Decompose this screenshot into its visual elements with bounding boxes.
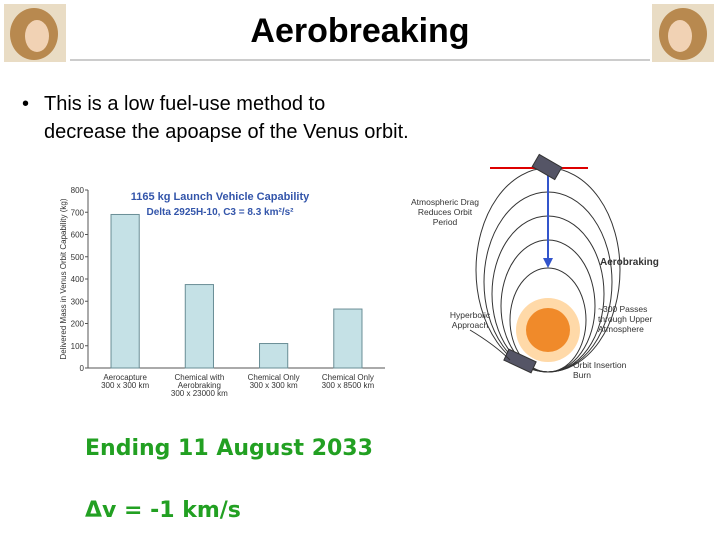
y-tick-label: 400	[71, 275, 85, 284]
diagram-label: Atmosphere	[598, 324, 644, 334]
bar	[259, 343, 289, 369]
y-tick-label: 600	[71, 231, 85, 240]
y-tick-label: 100	[71, 342, 85, 351]
x-tick-label: Chemical with	[174, 373, 224, 382]
diagram-label: Aerobraking	[600, 257, 659, 268]
bar	[333, 308, 363, 369]
x-tick-label: Aerobraking	[178, 381, 221, 390]
diagram-label: ~300 Passes	[598, 304, 647, 314]
x-tick-label: 300 x 300 km	[101, 381, 149, 390]
chart-title: 1165 kg Launch Vehicle Capability	[131, 191, 310, 203]
slide-title: Aerobreaking	[250, 12, 470, 50]
y-tick-label: 700	[71, 208, 85, 217]
diagram-label: Approach	[452, 320, 489, 330]
orbit-diagram	[469, 153, 621, 374]
diagram-label: Burn	[573, 370, 591, 380]
diagram-label: Period	[433, 217, 458, 227]
diagram-label: Reduces Orbit	[418, 207, 473, 217]
bullet: • This is a low fuel-use method to decrea…	[22, 90, 412, 146]
y-tick-label: 500	[71, 253, 85, 262]
note: Ending 11 August 2033	[85, 436, 373, 461]
diagram-label: Orbit Insertion	[573, 360, 627, 370]
x-tick-label: 300 x 8500 km	[322, 381, 375, 390]
x-tick-label: 300 x 300 km	[250, 381, 298, 390]
y-tick-label: 300	[71, 297, 85, 306]
y-axis-label: Delivered Mass in Venus Orbit Capability…	[59, 198, 68, 359]
x-tick-label: Chemical Only	[248, 373, 300, 382]
y-tick-label: 0	[80, 364, 85, 373]
diagram-label: through Upper	[598, 314, 653, 324]
bar	[184, 284, 214, 369]
chart-subtitle: Delta 2925H-10, C3 = 8.3 km²/s²	[146, 207, 294, 218]
x-tick-label: Chemical Only	[322, 373, 374, 382]
bar	[110, 213, 140, 369]
chart-frame	[55, 183, 390, 400]
x-tick-label: Aerocapture	[103, 373, 147, 382]
x-tick-label: 300 x 23000 km	[171, 389, 228, 398]
diagram-label: Atmospheric Drag	[411, 197, 479, 207]
y-tick-label: 800	[71, 186, 85, 195]
note: Δv = -1 km/s	[85, 498, 241, 523]
y-tick-label: 200	[71, 320, 85, 329]
bullet-text: This is a low fuel-use method to decreas…	[44, 93, 409, 143]
diagram-label: Hyperbolic	[450, 310, 491, 320]
